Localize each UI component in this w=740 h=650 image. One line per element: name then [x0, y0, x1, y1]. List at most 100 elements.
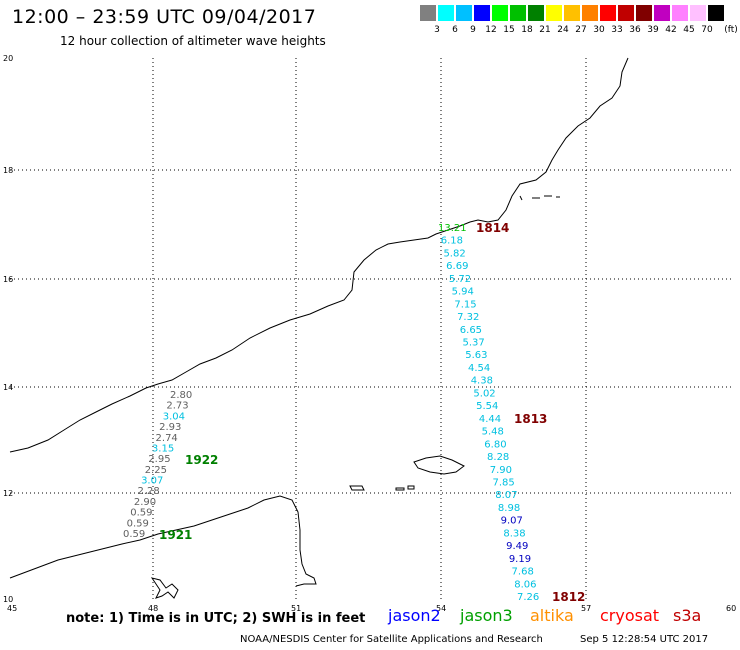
coastline-arabia: [9, 57, 629, 453]
wave-height-label: 5.02: [473, 388, 495, 399]
wave-height-label: 6.80: [484, 439, 506, 450]
legend-swatch: [672, 5, 688, 21]
legend-swatch: [636, 5, 652, 21]
wave-height-label: 2.25: [145, 465, 167, 476]
y-tick-label: 18: [3, 166, 13, 175]
legend-swatch: [690, 5, 706, 21]
axis-labels: 45 48 51 54 57 60 20 18 16 14 12 10: [3, 54, 736, 613]
legend-label: 39: [647, 25, 659, 35]
legend-label: 45: [683, 25, 695, 35]
legend-label: 15: [503, 25, 515, 35]
x-tick-label: 57: [581, 604, 591, 613]
wave-height-label: 4.38: [471, 376, 493, 387]
wave-height-label: 9.49: [506, 541, 528, 552]
satellite-name-cryosat: cryosat: [600, 606, 660, 625]
legend-swatch: [546, 5, 562, 21]
generated-timestamp: Sep 5 12:28:54 UTC 2017: [580, 634, 709, 645]
wave-height-label: 5.37: [463, 338, 485, 349]
satellite-name-s3a: s3a: [673, 606, 702, 625]
wave-height-label: 3.07: [141, 476, 163, 487]
y-tick-label: 16: [3, 275, 13, 284]
wave-height-label: 2.93: [159, 422, 181, 433]
islands-kuria-muria: [532, 195, 560, 199]
legend-swatch: [528, 5, 544, 21]
legend-swatch: [420, 5, 436, 21]
wave-height-label: 8.98: [498, 503, 520, 514]
x-tick-label: 45: [7, 604, 17, 613]
x-tick-label: 60: [726, 604, 736, 613]
legend-label: 24: [557, 25, 569, 35]
pass-label-1814: 1814: [476, 221, 509, 235]
wave-height-label: 3.15: [152, 443, 174, 454]
legend-label: 27: [575, 25, 587, 35]
wave-height-label: 2.80: [170, 390, 192, 401]
legend-swatch: [474, 5, 490, 21]
legend-swatch: [456, 5, 472, 21]
legend-label: 3: [434, 25, 440, 35]
wave-height-label: 9.19: [509, 554, 531, 565]
wave-height-label: 8.38: [503, 528, 525, 539]
x-tick-label: 54: [436, 604, 446, 613]
wave-height-label: 5.54: [476, 401, 498, 412]
legend-label: 33: [611, 25, 623, 35]
lat-lon-grid: [10, 58, 731, 599]
wave-height-label: 7.32: [457, 312, 479, 323]
credit-line: NOAA/NESDIS Center for Satellite Applica…: [240, 634, 543, 645]
wave-height-label: 4.44: [479, 414, 501, 425]
legend-swatch: [438, 5, 454, 21]
wave-height-label: 8.28: [487, 452, 509, 463]
wave-height-label: 0.59: [130, 508, 152, 519]
wave-height-label: 0.59: [127, 518, 149, 529]
legend-label: 6: [452, 25, 458, 35]
y-tick-label: 20: [3, 54, 13, 63]
legend-swatch: [510, 5, 526, 21]
wave-height-label: 5.48: [482, 427, 504, 438]
wave-height-label: 6.18: [441, 236, 463, 247]
wave-height-label: 5.82: [443, 248, 465, 259]
island-masirah: [519, 195, 523, 201]
map-subtitle: 12 hour collection of altimeter wave hei…: [60, 34, 326, 48]
legend-label: 9: [470, 25, 476, 35]
island-abd-al-kuri: [349, 485, 365, 491]
y-tick-label: 14: [3, 383, 13, 392]
wave-height-label: 9.07: [501, 516, 523, 527]
coastline-somalia: [9, 495, 317, 587]
pass-label-1922: 1922: [185, 453, 218, 467]
legend-swatch: [564, 5, 580, 21]
footer-note: note: 1) Time is in UTC; 2) SWH is in fe…: [66, 611, 366, 626]
legend-label: 70: [701, 25, 713, 35]
wave-height-label: 7.68: [512, 567, 534, 578]
legend-swatch: [654, 5, 670, 21]
wave-height-label: 13.21: [438, 223, 467, 234]
wave-height-label: 0.59: [123, 529, 145, 540]
wave-height-label: 2.73: [166, 401, 188, 412]
wave-height-label: 7.26: [517, 592, 539, 603]
legend-swatch: [582, 5, 598, 21]
wave-height-label: 3.04: [163, 411, 185, 422]
legend-label: 36: [629, 25, 641, 35]
wave-height-label: 4.54: [468, 363, 490, 374]
island-samhah: [395, 487, 405, 491]
wave-height-label: 5.94: [452, 287, 474, 298]
legend-unit: (ft): [724, 25, 738, 35]
wave-height-label: 8.07: [495, 490, 517, 501]
wave-height-label: 7.85: [492, 477, 514, 488]
legend-swatch: [618, 5, 634, 21]
x-tick-label: 51: [291, 604, 301, 613]
island-socotra: [413, 455, 465, 475]
satellite-name-jason3: jason3: [460, 606, 513, 625]
legend-swatch: [492, 5, 508, 21]
wave-height-label: 2.28: [137, 486, 159, 497]
legend-label: 30: [593, 25, 605, 35]
wave-height-label: 2.74: [156, 433, 178, 444]
wave-height-label: 5.72: [449, 274, 471, 285]
legend-label: 42: [665, 25, 677, 35]
pass-label-1921: 1921: [159, 528, 192, 542]
wave-height-label: 7.15: [454, 299, 476, 310]
wave-height-label: 5.63: [465, 350, 487, 361]
coastline: [9, 57, 629, 599]
wave-height-label: 7.90: [490, 465, 512, 476]
wave-height-label: 2.95: [148, 454, 170, 465]
y-tick-label: 12: [3, 489, 13, 498]
